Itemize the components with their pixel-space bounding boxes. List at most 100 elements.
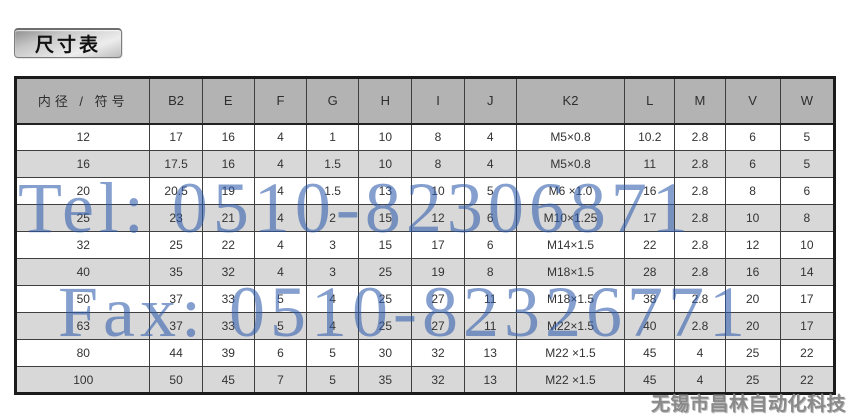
table-cell: 10 bbox=[358, 150, 413, 178]
table-row: 50 37 33 5 4 25 27 11 M18×1.5 38 2.8 20 17 bbox=[14, 285, 836, 313]
table-cell: 22 bbox=[624, 231, 676, 259]
table-cell: 12 bbox=[411, 204, 465, 232]
table-cell: 50 bbox=[149, 366, 203, 394]
table-cell: 6 bbox=[779, 177, 836, 205]
table-cell: 2.8 bbox=[674, 177, 726, 205]
table-cell: 45 bbox=[624, 339, 676, 367]
table-cell: 4 bbox=[306, 285, 360, 313]
column-header: E bbox=[201, 77, 255, 125]
table-cell: 4 bbox=[253, 123, 308, 151]
page-title-badge: 尺寸表 bbox=[14, 28, 122, 58]
table-cell: 1.5 bbox=[306, 177, 360, 205]
table-cell: M5×0.8 bbox=[515, 150, 626, 178]
column-header: V bbox=[724, 77, 781, 125]
table-cell: 13 bbox=[463, 339, 517, 367]
table-cell: 1.5 bbox=[306, 150, 360, 178]
table-cell: 25 bbox=[358, 285, 413, 313]
table-cell: 4 bbox=[253, 258, 308, 286]
table-cell: 25 bbox=[149, 231, 203, 259]
table-cell: 11 bbox=[463, 312, 517, 340]
table-row: 32 25 22 4 3 15 17 6 M14×1.5 22 2.8 12 10 bbox=[14, 231, 836, 259]
table-cell: 20.5 bbox=[149, 177, 203, 205]
table-cell: 45 bbox=[201, 366, 255, 394]
table-cell: M18×1.5 bbox=[515, 285, 626, 313]
table-cell: 4 bbox=[674, 339, 726, 367]
column-header: B2 bbox=[149, 77, 203, 125]
table-row: 25 23 21 4 2 15 12 6 M10×1.25 17 2.8 10 8 bbox=[14, 204, 836, 232]
table-cell: 6 bbox=[724, 123, 781, 151]
row-label: 80 bbox=[14, 339, 151, 367]
row-label: 16 bbox=[14, 150, 151, 178]
table-row: 100 50 45 7 5 35 32 13 M22 ×1.5 45 4 25 22 bbox=[14, 366, 836, 394]
table-cell: 27 bbox=[411, 312, 465, 340]
table-cell: 4 bbox=[253, 204, 308, 232]
table-cell: 4 bbox=[253, 231, 308, 259]
table-cell: 27 bbox=[411, 285, 465, 313]
table-cell: 5 bbox=[779, 150, 836, 178]
table-cell: 17 bbox=[779, 312, 836, 340]
table-cell: 22 bbox=[201, 231, 255, 259]
table-cell: 20 bbox=[724, 312, 781, 340]
row-label: 32 bbox=[14, 231, 151, 259]
table-cell: 6 bbox=[463, 231, 517, 259]
table-cell: 10 bbox=[358, 123, 413, 151]
table-cell: 32 bbox=[411, 366, 465, 394]
table-cell: 16 bbox=[201, 123, 255, 151]
table-cell: 2.8 bbox=[674, 123, 726, 151]
table-cell: 8 bbox=[779, 204, 836, 232]
column-header: F bbox=[253, 77, 308, 125]
table-cell: 3 bbox=[306, 258, 360, 286]
column-header: W bbox=[779, 77, 836, 125]
table-cell: 5 bbox=[306, 339, 360, 367]
table-cell: 5 bbox=[253, 285, 308, 313]
table-cell: 2 bbox=[306, 204, 360, 232]
row-label: 63 bbox=[14, 312, 151, 340]
row-label: 100 bbox=[14, 366, 151, 394]
table-cell: 39 bbox=[201, 339, 255, 367]
table-cell: 25 bbox=[358, 312, 413, 340]
column-header: J bbox=[463, 77, 517, 125]
table-cell: 25 bbox=[724, 339, 781, 367]
table-cell: 2.8 bbox=[674, 312, 726, 340]
table-cell: 33 bbox=[201, 285, 255, 313]
table-cell: 5 bbox=[779, 123, 836, 151]
row-label: 40 bbox=[14, 258, 151, 286]
table-cell: 11 bbox=[624, 150, 676, 178]
table-cell: M6 ×1.0 bbox=[515, 177, 626, 205]
column-header: K2 bbox=[515, 77, 626, 125]
column-header: G bbox=[306, 77, 360, 125]
table-cell: 17 bbox=[411, 231, 465, 259]
table-cell: M5×0.8 bbox=[515, 123, 626, 151]
table-cell: 30 bbox=[358, 339, 413, 367]
table-cell: 17.5 bbox=[149, 150, 203, 178]
table-cell: 11 bbox=[463, 285, 517, 313]
table-cell: 13 bbox=[463, 366, 517, 394]
column-header: M bbox=[674, 77, 726, 125]
table-cell: 5 bbox=[253, 312, 308, 340]
table-cell: M22 ×1.5 bbox=[515, 366, 626, 394]
table-row: 40 35 32 4 3 25 19 8 M18×1.5 28 2.8 16 14 bbox=[14, 258, 836, 286]
table-cell: 5 bbox=[463, 177, 517, 205]
table-cell: 4 bbox=[674, 366, 726, 394]
table-cell: 14 bbox=[779, 258, 836, 286]
table-cell: 13 bbox=[358, 177, 413, 205]
table-cell: 22 bbox=[779, 339, 836, 367]
table-cell: 35 bbox=[358, 366, 413, 394]
table-cell: 2.8 bbox=[674, 204, 726, 232]
table-cell: 32 bbox=[201, 258, 255, 286]
table-cell: 33 bbox=[201, 312, 255, 340]
table-cell: 4 bbox=[253, 177, 308, 205]
row-label: 50 bbox=[14, 285, 151, 313]
table-cell: 37 bbox=[149, 285, 203, 313]
table-cell: 10 bbox=[411, 177, 465, 205]
row-label: 12 bbox=[14, 123, 151, 151]
table-cell: 2.8 bbox=[674, 150, 726, 178]
table-cell: 4 bbox=[253, 150, 308, 178]
table-cell: 3 bbox=[306, 231, 360, 259]
table-cell: 16 bbox=[624, 177, 676, 205]
table-cell: 12 bbox=[724, 231, 781, 259]
table-cell: 16 bbox=[201, 150, 255, 178]
table-cell: 16 bbox=[724, 258, 781, 286]
table-cell: 10.2 bbox=[624, 123, 676, 151]
